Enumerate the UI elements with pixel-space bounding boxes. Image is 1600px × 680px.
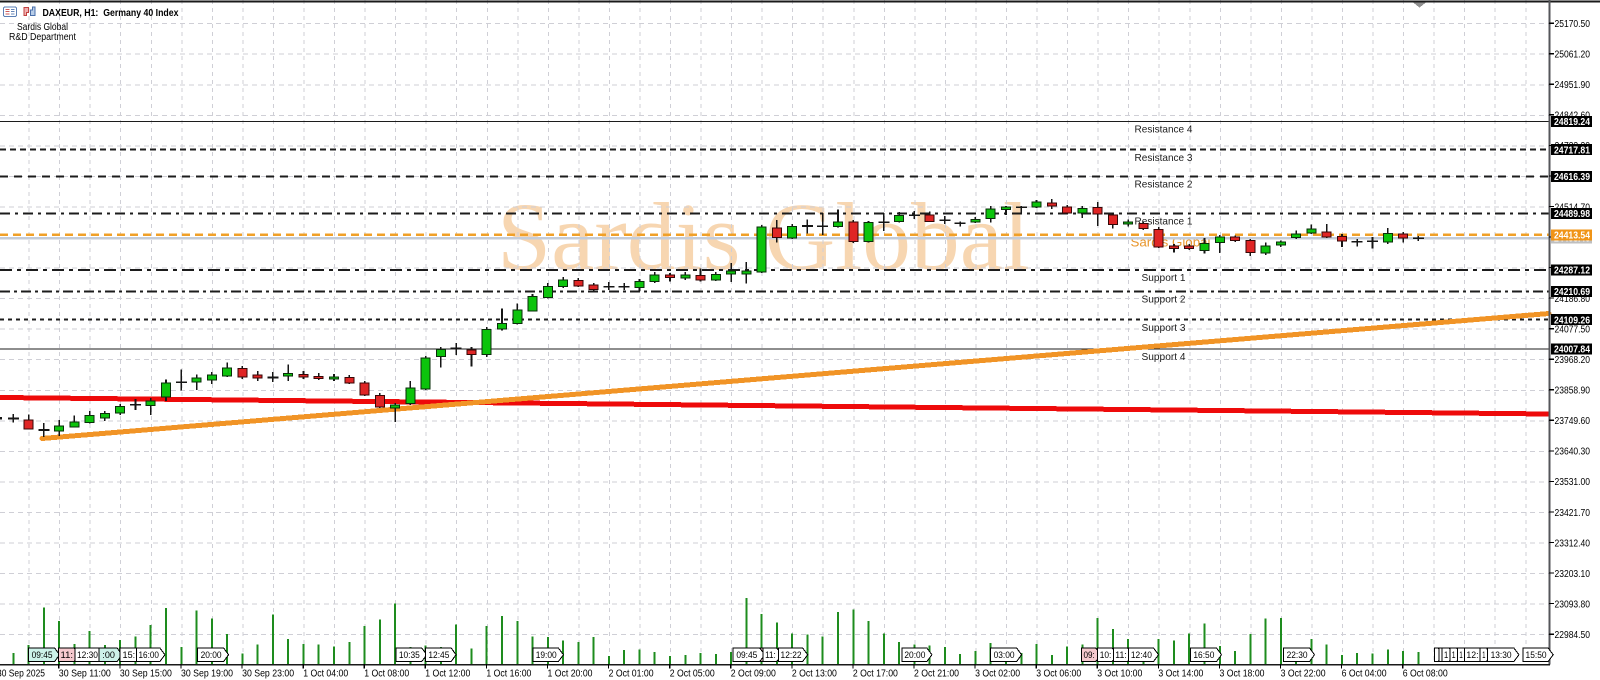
svg-text:23421.70: 23421.70 (1555, 508, 1591, 519)
svg-text:Support 3: Support 3 (1142, 322, 1186, 334)
svg-text:30 Sep 23:00: 30 Sep 23:00 (242, 669, 294, 680)
svg-text:1: 1 (1444, 650, 1448, 660)
svg-text:3 Oct 02:00: 3 Oct 02:00 (975, 669, 1020, 680)
svg-text:23203.10: 23203.10 (1555, 569, 1591, 580)
svg-text:16:50: 16:50 (1193, 650, 1214, 660)
svg-text:25061.20: 25061.20 (1555, 50, 1591, 61)
svg-text:3 Oct 06:00: 3 Oct 06:00 (1036, 669, 1081, 680)
svg-text:6 Oct 04:00: 6 Oct 04:00 (1342, 669, 1387, 680)
svg-text:1 Oct 20:00: 1 Oct 20:00 (548, 669, 593, 680)
svg-text:1 Oct 12:00: 1 Oct 12:00 (425, 669, 470, 680)
svg-text:20:00: 20:00 (904, 650, 925, 660)
svg-text:11:: 11: (61, 650, 74, 660)
svg-text:3 Oct 10:00: 3 Oct 10:00 (1097, 669, 1142, 680)
svg-text:09:45: 09:45 (32, 650, 53, 660)
svg-text:Resistance 3: Resistance 3 (1135, 152, 1193, 164)
svg-text:1 Oct 16:00: 1 Oct 16:00 (486, 669, 531, 680)
svg-text:1 Oct 08:00: 1 Oct 08:00 (364, 669, 409, 680)
svg-text:30 Sep 11:00: 30 Sep 11:00 (59, 669, 111, 680)
svg-text:6 Oct 08:00: 6 Oct 08:00 (1403, 669, 1448, 680)
svg-text:24210.69: 24210.69 (1554, 287, 1590, 298)
svg-text:24413.54: 24413.54 (1554, 230, 1590, 241)
svg-text:Support 2: Support 2 (1142, 294, 1186, 306)
svg-text:24077.50: 24077.50 (1555, 325, 1591, 336)
svg-text:12:30: 12:30 (77, 650, 98, 660)
svg-text:19:00: 19:00 (536, 650, 557, 660)
svg-text:Sardis Global: Sardis Global (17, 22, 68, 33)
svg-text:12:40: 12:40 (1131, 650, 1152, 660)
svg-text:10:35: 10:35 (399, 650, 420, 660)
svg-text:1: 1 (1459, 650, 1463, 660)
svg-text:24489.98: 24489.98 (1554, 209, 1590, 220)
svg-text:3 Oct 18:00: 3 Oct 18:00 (1220, 669, 1265, 680)
svg-text:24287.12: 24287.12 (1554, 266, 1590, 277)
svg-text:23093.80: 23093.80 (1555, 599, 1591, 610)
svg-text:2 Oct 17:00: 2 Oct 17:00 (853, 669, 898, 680)
svg-text:30 Sep 15:00: 30 Sep 15:00 (120, 669, 172, 680)
svg-text:24951.90: 24951.90 (1555, 80, 1591, 91)
svg-text:15:50: 15:50 (1526, 650, 1547, 660)
svg-text:09:45: 09:45 (736, 650, 757, 660)
svg-text:24819.24: 24819.24 (1554, 117, 1590, 128)
svg-text:23640.30: 23640.30 (1555, 447, 1591, 458)
svg-text:30 Sep 2025: 30 Sep 2025 (0, 669, 45, 680)
svg-text:1 Oct 04:00: 1 Oct 04:00 (303, 669, 348, 680)
svg-text:24186.80: 24186.80 (1555, 294, 1591, 305)
svg-text:12:45: 12:45 (428, 650, 449, 660)
svg-text:12:22: 12:22 (781, 650, 802, 660)
svg-text::00: :00 (102, 650, 115, 660)
svg-text:2 Oct 01:00: 2 Oct 01:00 (609, 669, 654, 680)
svg-text:16:00: 16:00 (139, 650, 159, 660)
svg-text:R&D Department: R&D Department (9, 32, 76, 43)
svg-text:22:30: 22:30 (1287, 650, 1308, 660)
svg-text:11:: 11: (1115, 650, 1126, 660)
svg-text:Resistance 1: Resistance 1 (1135, 216, 1193, 228)
svg-text:2 Oct 13:00: 2 Oct 13:00 (792, 669, 837, 680)
svg-text:23749.60: 23749.60 (1555, 416, 1591, 427)
svg-text:23312.40: 23312.40 (1555, 538, 1591, 549)
svg-text:Support 4: Support 4 (1142, 351, 1186, 363)
svg-text:20:00: 20:00 (201, 650, 222, 660)
svg-text:10:: 10: (1100, 650, 1112, 660)
svg-text:15:: 15: (123, 650, 136, 660)
svg-text:24616.39: 24616.39 (1554, 172, 1590, 183)
svg-text:24109.26: 24109.26 (1554, 315, 1590, 326)
svg-text:1: 1 (1482, 650, 1485, 660)
svg-text:2 Oct 05:00: 2 Oct 05:00 (670, 669, 715, 680)
svg-text:13:30: 13:30 (1491, 650, 1512, 660)
svg-text:24007.84: 24007.84 (1554, 345, 1590, 356)
svg-text:12:: 12: (1466, 650, 1478, 660)
svg-text:23531.00: 23531.00 (1555, 477, 1591, 488)
svg-text:3 Oct 14:00: 3 Oct 14:00 (1158, 669, 1203, 680)
svg-text:30 Sep 19:00: 30 Sep 19:00 (181, 669, 233, 680)
svg-text:Resistance 4: Resistance 4 (1135, 124, 1193, 136)
svg-text:2 Oct 21:00: 2 Oct 21:00 (914, 669, 959, 680)
svg-text:25170.50: 25170.50 (1555, 19, 1591, 30)
svg-text:DAXEUR, H1: Germany 40 Index: DAXEUR, H1: Germany 40 Index (43, 7, 179, 19)
svg-text:Resistance 2: Resistance 2 (1135, 179, 1193, 191)
svg-text:11:: 11: (765, 650, 776, 660)
svg-text:Support 1: Support 1 (1142, 272, 1186, 284)
svg-text:09:: 09: (1084, 650, 1095, 660)
svg-text:03:00: 03:00 (994, 650, 1015, 660)
svg-text:23968.20: 23968.20 (1555, 355, 1591, 366)
svg-text:1: 1 (1452, 650, 1456, 660)
svg-text:22984.50: 22984.50 (1555, 630, 1591, 641)
svg-text:3 Oct 22:00: 3 Oct 22:00 (1281, 669, 1326, 680)
svg-text:24717.81: 24717.81 (1554, 145, 1590, 156)
svg-text:23858.90: 23858.90 (1555, 386, 1591, 397)
svg-text:2 Oct 09:00: 2 Oct 09:00 (731, 669, 776, 680)
